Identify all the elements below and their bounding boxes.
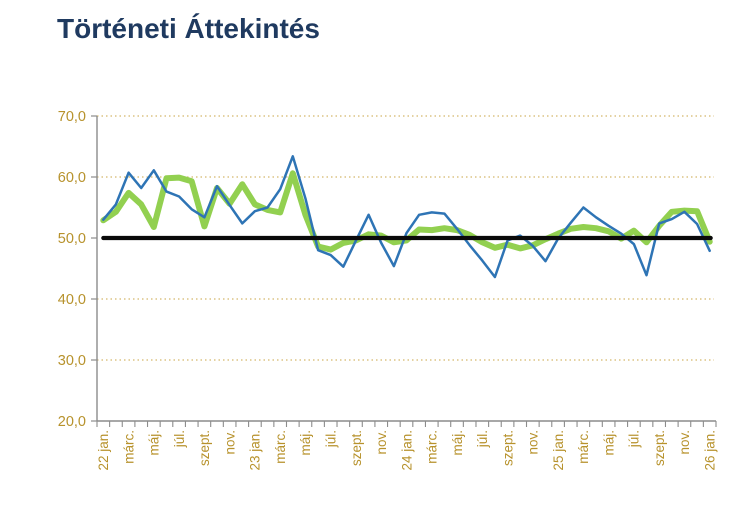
y-tick-label: 50,0 xyxy=(58,231,86,247)
x-tick-label: júl. xyxy=(627,430,642,448)
x-tick-label: júl. xyxy=(475,430,490,448)
x-tick-label: 26 jan. xyxy=(702,430,717,471)
x-tick-label: szept. xyxy=(500,430,515,466)
x-tick-label: júl. xyxy=(172,430,187,448)
y-tick-label: 60,0 xyxy=(58,170,86,186)
x-tick-label: márc. xyxy=(121,430,136,464)
x-tick-label: márc. xyxy=(576,430,591,464)
x-tick-label: márc. xyxy=(425,430,440,464)
y-tick-label: 30,0 xyxy=(58,353,86,369)
x-tick-label: máj. xyxy=(601,430,616,456)
x-tick-label: 24 jan. xyxy=(399,430,414,471)
green-thick-line xyxy=(100,170,713,253)
x-tick-label: szept. xyxy=(652,430,667,466)
x-tick-label: 22 jan. xyxy=(96,430,111,471)
page-title: Történeti Áttekintés xyxy=(57,13,320,44)
x-tick-label: máj. xyxy=(147,430,162,456)
y-tick-label: 20,0 xyxy=(58,414,86,430)
x-tick-label: nov. xyxy=(526,430,541,455)
x-tick-label: márc. xyxy=(273,430,288,464)
x-tick-label: 25 jan. xyxy=(551,430,566,471)
x-tick-label: szept. xyxy=(349,430,364,466)
x-tick-label: 23 jan. xyxy=(248,430,263,471)
x-tick-label: máj. xyxy=(298,430,313,456)
x-tick-label: máj. xyxy=(450,430,465,456)
x-tick-label: júl. xyxy=(324,430,339,448)
x-tick-label: nov. xyxy=(374,430,389,455)
x-tick-label: nov. xyxy=(222,430,237,455)
y-tick-label: 40,0 xyxy=(58,292,86,308)
blue-thin-line xyxy=(102,155,711,279)
y-tick-label: 70,0 xyxy=(58,109,86,125)
x-tick-label: szept. xyxy=(197,430,212,466)
x-tick-label: nov. xyxy=(677,430,692,455)
